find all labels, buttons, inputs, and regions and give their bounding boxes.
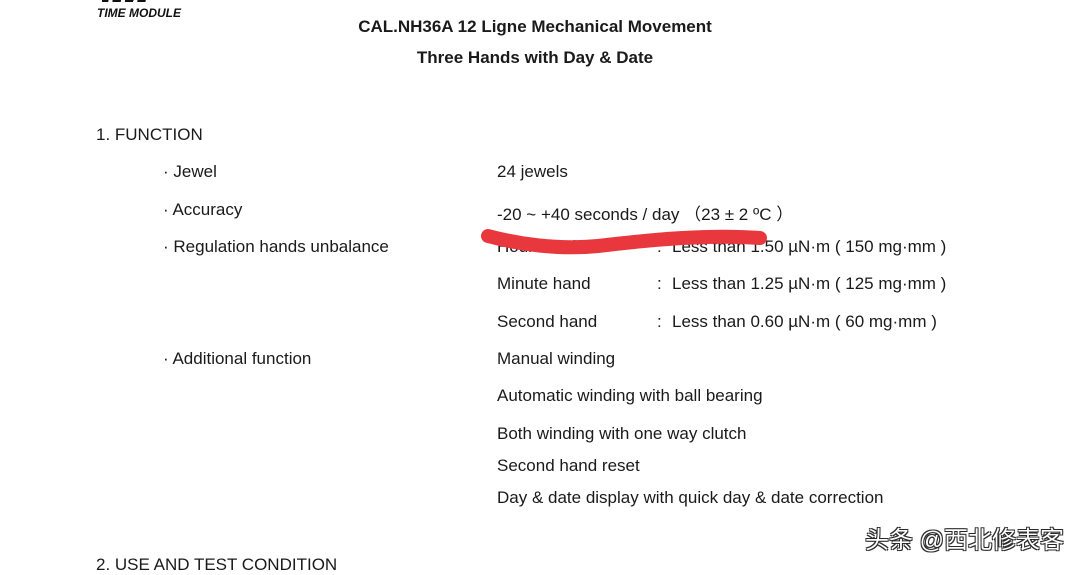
spec-label: · Regulation hands unbalance: [163, 237, 389, 256]
spec-value: 24 jewels: [497, 162, 568, 181]
page-subtitle: Three Hands with Day & Date: [416, 48, 654, 67]
hand-name: Second hand: [497, 312, 598, 331]
watermark: 头条 @西北修表客: [864, 527, 1064, 554]
spec-label: · Additional function: [163, 349, 312, 368]
hand-value: Less than 0.60 µN·m ( 60 mg·mm ): [672, 312, 937, 331]
hand-sep: :: [657, 312, 662, 331]
hand-value: Less than 1.25 µN·m ( 125 mg·mm ): [672, 274, 947, 293]
section-heading: 2. USE AND TEST CONDITION: [96, 555, 338, 574]
logo-text: TIME MODULE: [97, 6, 181, 20]
function-item: Second hand reset: [497, 456, 640, 475]
section-heading: 1. FUNCTION: [96, 125, 203, 144]
function-item: Automatic winding with ball bearing: [497, 386, 763, 405]
page-title: CAL.NH36A 12 Ligne Mechanical Movement: [358, 17, 712, 36]
spec-value: -20 ~ +40 seconds / day （23 ± 2 ºC ）: [497, 205, 794, 224]
function-item: Day & date display with quick day & date…: [497, 488, 884, 507]
hand-sep: :: [657, 274, 662, 293]
red-scribble-annotation: [481, 229, 767, 255]
spec-label: · Jewel: [163, 162, 217, 181]
hand-name: Minute hand: [497, 274, 591, 293]
function-item: Manual winding: [497, 349, 616, 368]
logo-mark: [102, 0, 146, 2]
spec-label: · Accuracy: [163, 200, 243, 219]
function-item: Both winding with one way clutch: [497, 424, 747, 443]
